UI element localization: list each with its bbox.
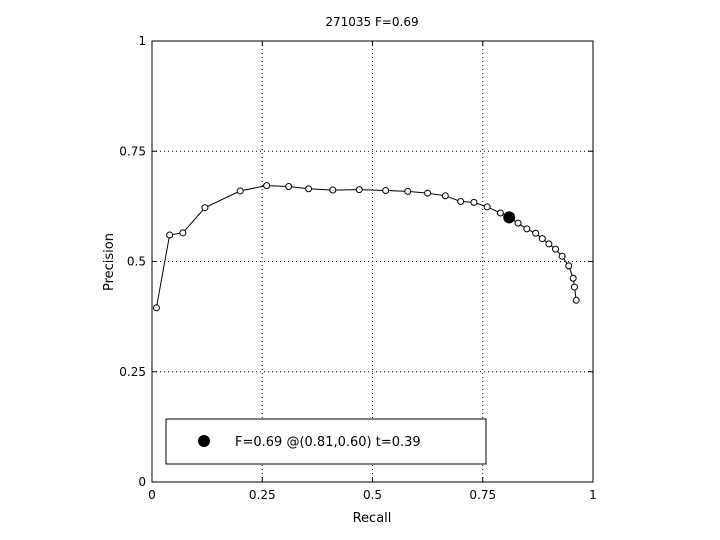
y-tick-label: 1: [138, 34, 146, 48]
pr-point: [572, 296, 580, 304]
pr-point: [441, 192, 449, 200]
x-tick-label: 0.75: [469, 488, 496, 502]
y-tick-label: 0.75: [119, 144, 146, 158]
legend-marker: [198, 435, 210, 447]
pr-point: [201, 204, 209, 212]
ticks: 0 0.25 0.5 0.75 1 0 0.25 0.5 0.75 1: [119, 34, 597, 502]
pr-point: [483, 203, 491, 211]
y-tick-label: 0: [138, 475, 146, 489]
pr-point: [470, 198, 478, 206]
pr-point: [152, 304, 160, 312]
x-tick-label: 0.5: [363, 488, 382, 502]
pr-point: [236, 187, 244, 195]
best-f-point: [503, 211, 516, 224]
pr-point: [514, 219, 522, 227]
chart-title: 271035 F=0.69: [325, 15, 418, 29]
pr-point: [424, 189, 432, 197]
grid: [152, 41, 593, 482]
y-tick-label: 0.5: [127, 255, 146, 269]
pr-point: [570, 283, 578, 291]
pr-point: [179, 229, 187, 237]
pr-point: [166, 231, 174, 239]
pr-point: [565, 262, 573, 270]
x-tick-label: 0.25: [249, 488, 276, 502]
pr-point: [382, 186, 390, 194]
pr-point: [523, 225, 531, 233]
pr-point: [355, 186, 363, 194]
y-tick-label: 0.25: [119, 365, 146, 379]
pr-point: [552, 245, 560, 253]
legend: F=0.69 @(0.81,0.60) t=0.39: [165, 418, 487, 465]
pr-point: [404, 187, 412, 195]
x-tick-label: 1: [589, 488, 597, 502]
legend-label: F=0.69 @(0.81,0.60) t=0.39: [235, 435, 421, 450]
pr-point: [558, 252, 566, 260]
x-axis-label: Recall: [353, 511, 392, 526]
pr-point: [285, 183, 293, 191]
pr-point: [329, 186, 337, 194]
pr-point: [538, 235, 546, 243]
pr-point: [545, 240, 553, 248]
pr-point: [569, 274, 577, 282]
pr-point: [305, 185, 313, 193]
best-point: [503, 211, 516, 224]
y-axis-label: Precision: [102, 233, 117, 291]
pr-point: [457, 198, 465, 206]
x-tick-label: 0: [148, 488, 156, 502]
pr-point: [532, 229, 540, 237]
pr-point: [263, 182, 271, 190]
pr-point: [496, 209, 504, 217]
legend-box: [165, 418, 487, 465]
